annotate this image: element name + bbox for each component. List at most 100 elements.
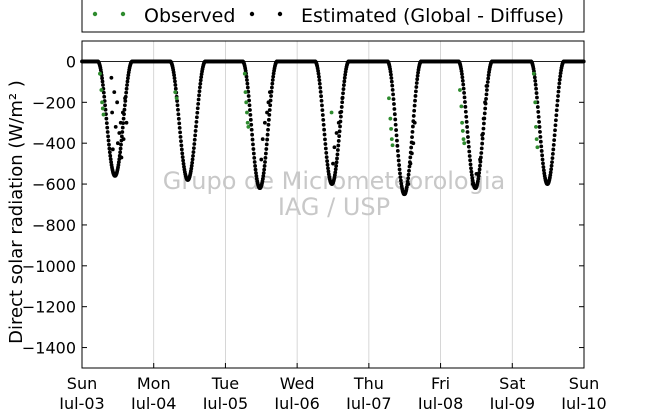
- grid-lines: [153, 41, 513, 368]
- y-tick-label: −200: [32, 93, 76, 112]
- estimated-point: [325, 162, 330, 167]
- estimated-point: [101, 83, 105, 87]
- estimated-point: [105, 125, 110, 130]
- estimated-point: [195, 106, 200, 111]
- estimated-point: [191, 153, 195, 158]
- observed-point: [460, 129, 465, 133]
- estimated-point: [320, 108, 325, 113]
- observed-point: [101, 112, 106, 117]
- estimated-point: [412, 120, 417, 125]
- estimated-point: [395, 149, 400, 153]
- estimated-point: [181, 158, 186, 163]
- estimated-point: [260, 137, 265, 142]
- estimated-point: [120, 125, 125, 130]
- estimated-point: [474, 171, 479, 176]
- estimated-point: [341, 91, 345, 96]
- estimated-point: [254, 171, 258, 175]
- estimated-point: [535, 105, 540, 109]
- x-tick-label-date: Jul-09: [489, 394, 535, 409]
- estimated-point: [556, 89, 561, 94]
- estimated-point: [335, 148, 340, 152]
- observed-point: [99, 88, 104, 92]
- estimated-point: [469, 166, 473, 171]
- estimated-point: [172, 76, 177, 81]
- estimated-point: [176, 107, 180, 112]
- estimated-point: [553, 118, 558, 123]
- estimated-point: [334, 164, 339, 168]
- x-tick-label-day: Wed: [280, 374, 315, 393]
- observed-point: [389, 137, 394, 142]
- estimated-point: [389, 79, 394, 84]
- estimated-point: [406, 172, 411, 177]
- estimated-point: [263, 155, 268, 160]
- estimated-point: [180, 155, 185, 159]
- estimated-point: [552, 133, 557, 138]
- estimated-point: [460, 72, 464, 76]
- estimated-point: [125, 79, 130, 84]
- estimated-point: [536, 110, 541, 114]
- x-tick-label-day: Sun: [569, 374, 599, 393]
- estimated-point: [125, 76, 130, 81]
- estimated-point: [267, 108, 272, 112]
- estimated-point: [463, 104, 468, 109]
- estimated-point: [263, 151, 268, 156]
- estimated-point: [262, 120, 267, 125]
- estimated-point: [116, 163, 121, 167]
- estimated-point: [388, 69, 393, 74]
- estimated-point: [266, 100, 271, 105]
- estimated-point: [478, 163, 482, 168]
- estimated-point: [465, 125, 470, 129]
- estimated-point: [484, 92, 489, 97]
- estimated-point: [117, 131, 122, 135]
- estimated-point: [462, 90, 466, 95]
- estimated-point: [175, 103, 180, 108]
- legend-estimated-label: Estimated (Global - Diffuse): [301, 5, 564, 27]
- estimated-point: [390, 83, 395, 88]
- estimated-point: [318, 89, 323, 94]
- estimated-point: [179, 139, 183, 144]
- estimated-point: [550, 156, 555, 161]
- estimated-point: [407, 168, 411, 173]
- estimated-point: [558, 71, 563, 76]
- observed-point: [460, 120, 464, 125]
- estimated-point: [177, 126, 182, 130]
- estimated-point: [124, 90, 129, 95]
- estimated-point: [476, 176, 481, 181]
- estimated-point: [335, 152, 340, 157]
- estimated-point: [411, 114, 416, 118]
- estimated-point: [548, 173, 553, 178]
- observed-point: [246, 124, 251, 129]
- estimated-point: [262, 167, 267, 172]
- estimated-point: [118, 146, 123, 151]
- plot-area: Grupo de Micrometeorologia IAG / USP 0−2…: [22, 40, 607, 409]
- estimated-point: [319, 94, 323, 99]
- estimated-point: [393, 117, 398, 122]
- estimated-point: [324, 155, 329, 160]
- estimated-point: [265, 137, 270, 142]
- y-axis: 0 −200 −400 −600 −800 −1000 −1200 −1400: [22, 52, 584, 358]
- estimated-point: [342, 75, 347, 80]
- estimated-point: [267, 90, 272, 94]
- estimated-point: [461, 82, 466, 87]
- estimated-point: [389, 72, 393, 77]
- estimated-point: [109, 160, 114, 165]
- estimated-point: [462, 95, 467, 100]
- estimated-point: [325, 159, 330, 163]
- estimated-point: [266, 122, 271, 127]
- estimated-point: [105, 130, 110, 134]
- estimated-point: [407, 164, 412, 169]
- estimated-point: [251, 147, 256, 151]
- estimated-point: [555, 103, 560, 108]
- x-tick-label-day: Thu: [353, 374, 384, 393]
- estimated-point: [460, 78, 465, 83]
- estimated-point: [107, 142, 111, 147]
- x-tick-label-day: Tue: [211, 374, 239, 393]
- estimated-point: [411, 141, 416, 146]
- estimated-point: [259, 157, 264, 162]
- estimated-point: [397, 167, 402, 172]
- estimated-point: [264, 142, 269, 147]
- x-tick-label-date: Jul-05: [202, 394, 248, 409]
- estimated-point: [261, 171, 266, 175]
- estimated-point: [554, 113, 559, 118]
- estimated-point: [409, 145, 414, 150]
